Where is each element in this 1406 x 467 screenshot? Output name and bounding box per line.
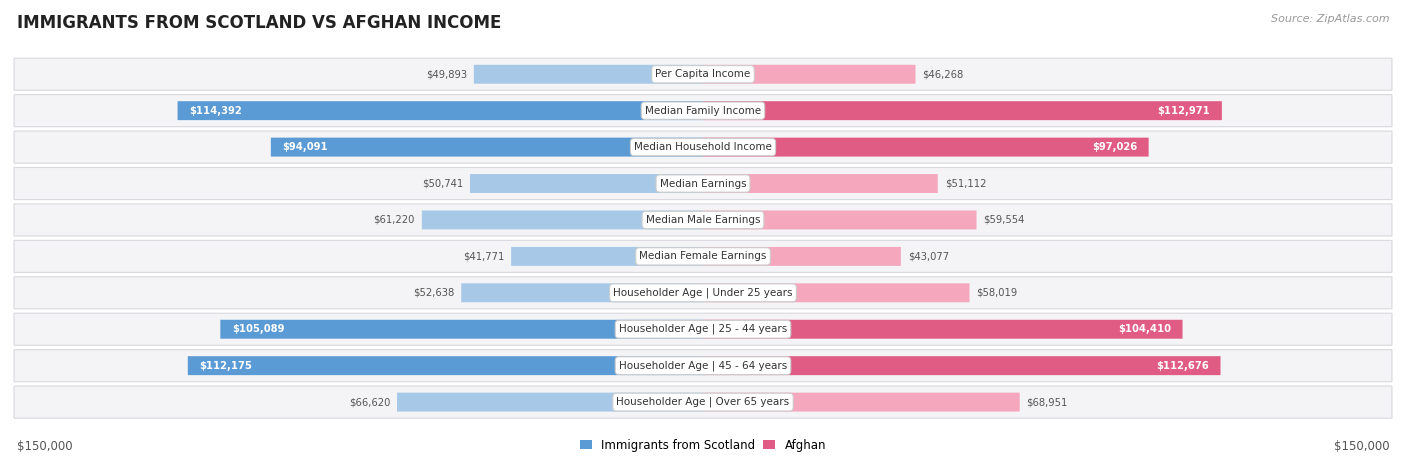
Text: $51,112: $51,112 [945, 178, 986, 189]
FancyBboxPatch shape [461, 283, 703, 302]
FancyBboxPatch shape [14, 241, 1392, 272]
FancyBboxPatch shape [14, 386, 1392, 418]
Legend: Immigrants from Scotland, Afghan: Immigrants from Scotland, Afghan [575, 434, 831, 456]
FancyBboxPatch shape [14, 313, 1392, 345]
FancyBboxPatch shape [703, 138, 1149, 156]
Text: $68,951: $68,951 [1026, 397, 1069, 407]
Text: $58,019: $58,019 [976, 288, 1018, 298]
FancyBboxPatch shape [703, 320, 1182, 339]
Text: Householder Age | 25 - 44 years: Householder Age | 25 - 44 years [619, 324, 787, 334]
Text: $49,893: $49,893 [426, 69, 467, 79]
Text: $41,771: $41,771 [463, 251, 505, 262]
Text: $104,410: $104,410 [1118, 324, 1171, 334]
Text: Median Family Income: Median Family Income [645, 106, 761, 116]
Text: $43,077: $43,077 [908, 251, 949, 262]
Text: $97,026: $97,026 [1092, 142, 1137, 152]
Text: $66,620: $66,620 [349, 397, 389, 407]
Text: $105,089: $105,089 [232, 324, 284, 334]
FancyBboxPatch shape [177, 101, 703, 120]
Text: $150,000: $150,000 [17, 440, 73, 453]
FancyBboxPatch shape [703, 247, 901, 266]
FancyBboxPatch shape [14, 168, 1392, 199]
Text: IMMIGRANTS FROM SCOTLAND VS AFGHAN INCOME: IMMIGRANTS FROM SCOTLAND VS AFGHAN INCOM… [17, 14, 502, 32]
Text: $114,392: $114,392 [188, 106, 242, 116]
Text: Per Capita Income: Per Capita Income [655, 69, 751, 79]
FancyBboxPatch shape [14, 277, 1392, 309]
Text: $61,220: $61,220 [374, 215, 415, 225]
Text: $50,741: $50,741 [422, 178, 463, 189]
FancyBboxPatch shape [703, 393, 1019, 411]
Text: Median Household Income: Median Household Income [634, 142, 772, 152]
FancyBboxPatch shape [422, 211, 703, 229]
Text: $46,268: $46,268 [922, 69, 963, 79]
Text: Median Female Earnings: Median Female Earnings [640, 251, 766, 262]
FancyBboxPatch shape [14, 204, 1392, 236]
Text: $94,091: $94,091 [283, 142, 328, 152]
FancyBboxPatch shape [512, 247, 703, 266]
FancyBboxPatch shape [396, 393, 703, 411]
FancyBboxPatch shape [703, 101, 1222, 120]
FancyBboxPatch shape [271, 138, 703, 156]
FancyBboxPatch shape [474, 65, 703, 84]
FancyBboxPatch shape [14, 350, 1392, 382]
Text: Householder Age | Over 65 years: Householder Age | Over 65 years [616, 397, 790, 407]
Text: Median Male Earnings: Median Male Earnings [645, 215, 761, 225]
FancyBboxPatch shape [703, 65, 915, 84]
Text: $112,676: $112,676 [1156, 361, 1209, 371]
FancyBboxPatch shape [470, 174, 703, 193]
FancyBboxPatch shape [703, 356, 1220, 375]
FancyBboxPatch shape [14, 58, 1392, 90]
FancyBboxPatch shape [703, 174, 938, 193]
FancyBboxPatch shape [703, 211, 977, 229]
FancyBboxPatch shape [14, 95, 1392, 127]
Text: Source: ZipAtlas.com: Source: ZipAtlas.com [1271, 14, 1389, 24]
Text: $52,638: $52,638 [413, 288, 454, 298]
Text: Householder Age | 45 - 64 years: Householder Age | 45 - 64 years [619, 361, 787, 371]
Text: $150,000: $150,000 [1333, 440, 1389, 453]
Text: $112,971: $112,971 [1157, 106, 1211, 116]
Text: $59,554: $59,554 [983, 215, 1025, 225]
FancyBboxPatch shape [188, 356, 703, 375]
Text: $112,175: $112,175 [200, 361, 252, 371]
FancyBboxPatch shape [703, 283, 970, 302]
Text: Householder Age | Under 25 years: Householder Age | Under 25 years [613, 288, 793, 298]
FancyBboxPatch shape [221, 320, 703, 339]
Text: Median Earnings: Median Earnings [659, 178, 747, 189]
FancyBboxPatch shape [14, 131, 1392, 163]
